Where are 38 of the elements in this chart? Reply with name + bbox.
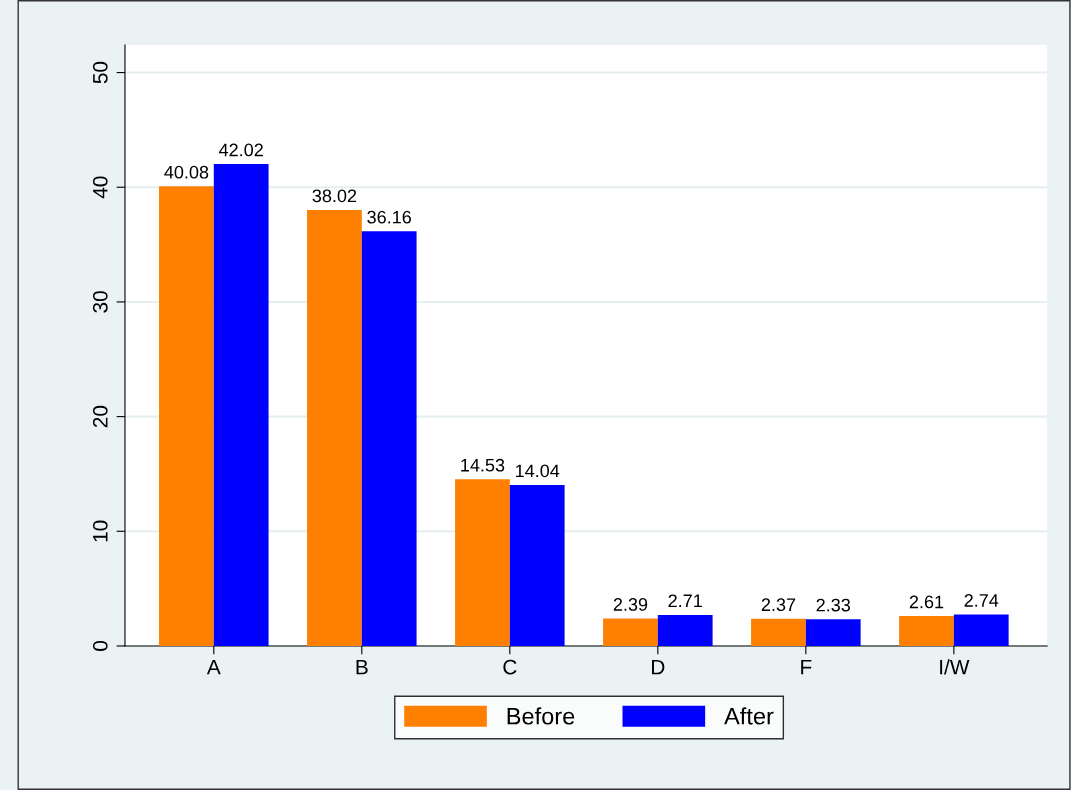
data-label: 38.02 bbox=[312, 189, 357, 203]
bar bbox=[751, 618, 806, 646]
y-tick-label: 50 bbox=[92, 61, 108, 84]
bar bbox=[361, 231, 417, 646]
bar bbox=[899, 616, 954, 646]
data-label: 42.02 bbox=[219, 143, 263, 157]
x-tick-label: B bbox=[356, 659, 368, 675]
bar bbox=[307, 209, 362, 646]
x-tick-label: D bbox=[652, 659, 665, 675]
data-label: 2.37 bbox=[761, 598, 796, 612]
legend-label: Before bbox=[507, 707, 575, 725]
data-label: 2.61 bbox=[909, 595, 944, 609]
bar bbox=[603, 618, 658, 646]
data-label: 14.53 bbox=[461, 458, 505, 472]
bar bbox=[455, 479, 510, 646]
data-label: 40.08 bbox=[164, 165, 209, 179]
data-label: 2.39 bbox=[613, 598, 648, 611]
bar bbox=[657, 614, 713, 646]
data-label: 2.74 bbox=[964, 594, 999, 607]
bar bbox=[509, 484, 565, 646]
y-tick-label: 20 bbox=[92, 405, 108, 428]
data-label: 36.16 bbox=[367, 210, 411, 224]
data-label: 2.33 bbox=[816, 598, 851, 612]
data-label: 2.71 bbox=[668, 594, 702, 607]
y-tick-label: 0 bbox=[92, 641, 108, 651]
bar bbox=[213, 164, 269, 646]
bar bbox=[953, 614, 1009, 646]
x-tick-label: I/W bbox=[940, 659, 970, 675]
x-tick-label: A bbox=[206, 659, 221, 675]
x-tick-label: F bbox=[801, 659, 812, 675]
legend-label: After bbox=[724, 707, 774, 725]
data-label: 14.04 bbox=[515, 464, 560, 478]
y-tick-label: 30 bbox=[92, 291, 108, 313]
y-tick-label: 40 bbox=[92, 176, 108, 199]
x-tick-label: C bbox=[503, 659, 517, 675]
bar bbox=[159, 186, 214, 646]
y-tick-label: 10 bbox=[92, 520, 108, 542]
bar bbox=[805, 619, 861, 646]
